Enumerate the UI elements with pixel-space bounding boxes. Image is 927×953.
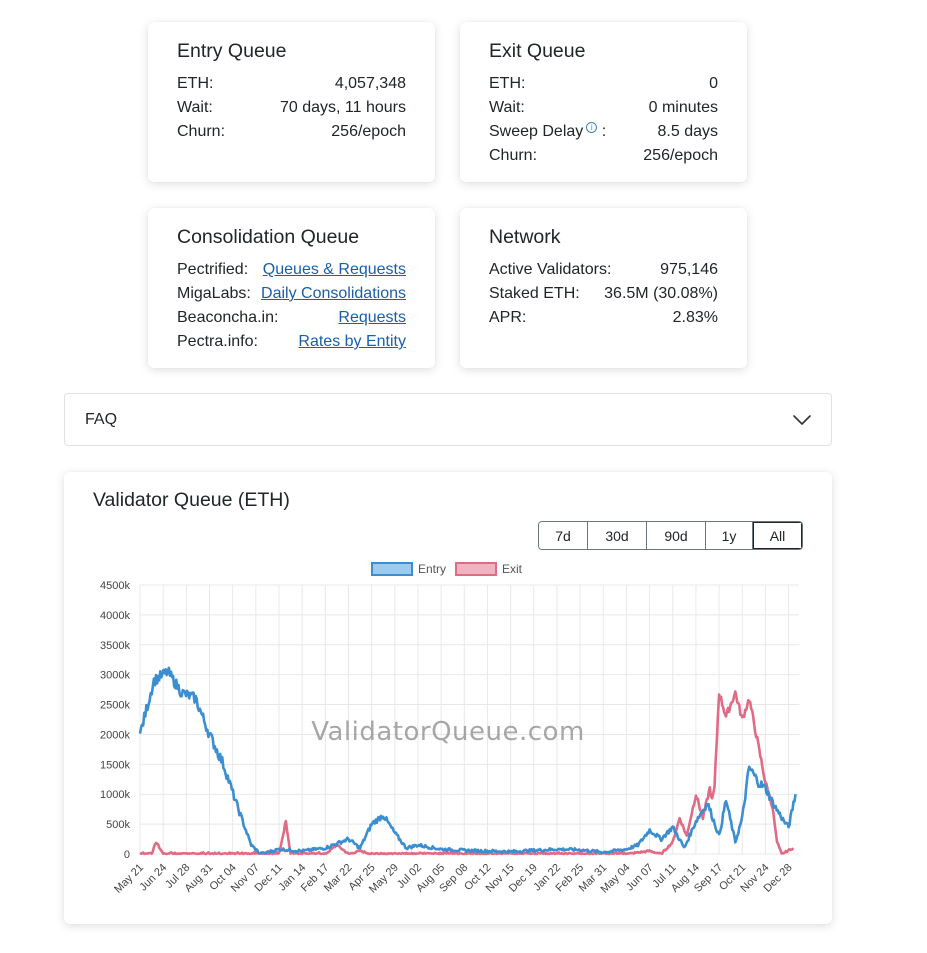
entry-churn-row: Churn: 256/epoch <box>177 120 406 144</box>
consol-migalabs-row: MigaLabs: Daily Consolidations <box>177 282 406 306</box>
exit-churn-label: Churn: <box>489 147 538 164</box>
exit-sweep-colon: : <box>601 123 607 140</box>
chart-grid <box>139 584 799 855</box>
validator-queue-chart: 0 500k 1000k 1500k 2000k 2500k 3000k 3500k 4000k… <box>100 562 799 896</box>
y-tick-label: 0 <box>124 849 130 861</box>
watermark: ValidatorQueue.com <box>311 717 585 747</box>
entry-queue-card: Entry Queue ETH: 4,057,348 Wait: 70 days… <box>148 22 435 182</box>
y-tick-label: 1500k <box>100 759 130 771</box>
entry-wait-value: 70 days, 11 hours <box>279 99 406 116</box>
legend-entry-label[interactable]: Entry <box>418 562 446 576</box>
network-apr-label: APR: <box>489 309 527 326</box>
rates-by-entity-link[interactable]: Rates by Entity <box>298 333 406 350</box>
consolidation-queue-title: Consolidation Queue <box>177 226 360 248</box>
legend-exit-label[interactable]: Exit <box>502 562 523 576</box>
exit-sweep-label-group: Sweep Delay i : <box>489 120 606 144</box>
network-apr-row: APR: 2.83% <box>489 306 718 330</box>
exit-eth-value: 0 <box>709 75 718 92</box>
range-7d-button[interactable]: 7d <box>539 522 588 549</box>
network-validators-row: Active Validators: 975,146 <box>489 258 718 282</box>
legend-entry-swatch[interactable] <box>371 562 413 576</box>
network-title: Network <box>489 226 561 248</box>
exit-sweep-row: Sweep Delay i : 8.5 days <box>489 120 718 144</box>
entry-eth-value: 4,057,348 <box>334 75 406 92</box>
chart-legend[interactable]: Entry Exit <box>371 562 523 576</box>
consol-pectrified-label: Pectrified: <box>177 261 249 278</box>
network-validators-label: Active Validators: <box>489 261 612 278</box>
network-staked-value: 36.5M (30.08%) <box>604 285 718 302</box>
range-30d-button[interactable]: 30d <box>588 522 647 549</box>
y-tick-label: 4500k <box>100 580 130 592</box>
consol-pectra-row: Pectra.info: Rates by Entity <box>177 330 406 354</box>
exit-queue-card: Exit Queue ETH: 0 Wait: 0 minutes Sweep … <box>460 22 747 182</box>
exit-series-line <box>139 690 795 856</box>
chart-title: Validator Queue (ETH) <box>93 489 290 511</box>
consolidation-queue-card: Consolidation Queue Pectrified: Queues &… <box>148 208 435 368</box>
exit-eth-row: ETH: 0 <box>489 72 718 96</box>
info-icon[interactable]: i <box>586 121 598 133</box>
entry-series-line <box>138 666 797 855</box>
y-tick-label: 500k <box>106 819 130 831</box>
entry-eth-row: ETH: 4,057,348 <box>177 72 406 96</box>
exit-churn-value: 256/epoch <box>643 147 718 164</box>
range-1y-button[interactable]: 1y <box>706 522 753 549</box>
x-tick-label: May 21 <box>112 862 146 896</box>
consol-migalabs-label: MigaLabs: <box>177 285 251 302</box>
exit-queue-title: Exit Queue <box>489 40 586 62</box>
exit-wait-label: Wait: <box>489 99 525 116</box>
y-tick-label: 1000k <box>100 789 130 801</box>
consol-pectrified-row: Pectrified: Queues & Requests <box>177 258 406 282</box>
range-all-button[interactable]: All <box>753 522 802 549</box>
exit-sweep-value: 8.5 days <box>657 123 718 140</box>
network-staked-row: Staked ETH: 36.5M (30.08%) <box>489 282 718 306</box>
entry-churn-value: 256/epoch <box>331 123 406 140</box>
entry-churn-label: Churn: <box>177 123 226 140</box>
faq-label: FAQ <box>85 410 118 428</box>
entry-wait-row: Wait: 70 days, 11 hours <box>177 96 406 120</box>
consol-pectra-label: Pectra.info: <box>177 333 258 350</box>
exit-eth-label: ETH: <box>489 75 526 92</box>
exit-sweep-label: Sweep Delay <box>489 123 584 140</box>
queues-requests-link[interactable]: Queues & Requests <box>262 261 406 278</box>
entry-eth-label: ETH: <box>177 75 214 92</box>
legend-exit-swatch[interactable] <box>455 562 497 576</box>
y-tick-label: 4000k <box>100 610 130 622</box>
consol-beaconchain-label: Beaconcha.in: <box>177 309 279 326</box>
validator-queue-chart-card: Validator Queue (ETH) 7d 30d 90d 1y All … <box>64 472 832 924</box>
time-range-selector: 7d 30d 90d 1y All <box>538 521 803 550</box>
faq-accordion[interactable]: FAQ <box>64 393 832 446</box>
network-card: Network Active Validators: 975,146 Stake… <box>460 208 747 368</box>
network-validators-value: 975,146 <box>660 261 718 278</box>
chart-series <box>138 666 797 856</box>
requests-link[interactable]: Requests <box>338 309 406 326</box>
daily-consolidations-link[interactable]: Daily Consolidations <box>261 285 406 302</box>
chevron-down-icon <box>793 414 811 425</box>
range-90d-button[interactable]: 90d <box>647 522 706 549</box>
y-tick-label: 3500k <box>100 640 130 652</box>
exit-wait-value: 0 minutes <box>648 99 718 116</box>
network-staked-label: Staked ETH: <box>489 285 580 302</box>
y-tick-label: 2000k <box>100 729 130 741</box>
y-tick-label: 3000k <box>100 670 130 682</box>
entry-queue-title: Entry Queue <box>177 40 287 62</box>
network-apr-value: 2.83% <box>672 309 718 326</box>
exit-churn-row: Churn: 256/epoch <box>489 144 718 168</box>
entry-wait-label: Wait: <box>177 99 213 116</box>
y-tick-label: 2500k <box>100 700 130 712</box>
exit-wait-row: Wait: 0 minutes <box>489 96 718 120</box>
consol-beaconchain-row: Beaconcha.in: Requests <box>177 306 406 330</box>
